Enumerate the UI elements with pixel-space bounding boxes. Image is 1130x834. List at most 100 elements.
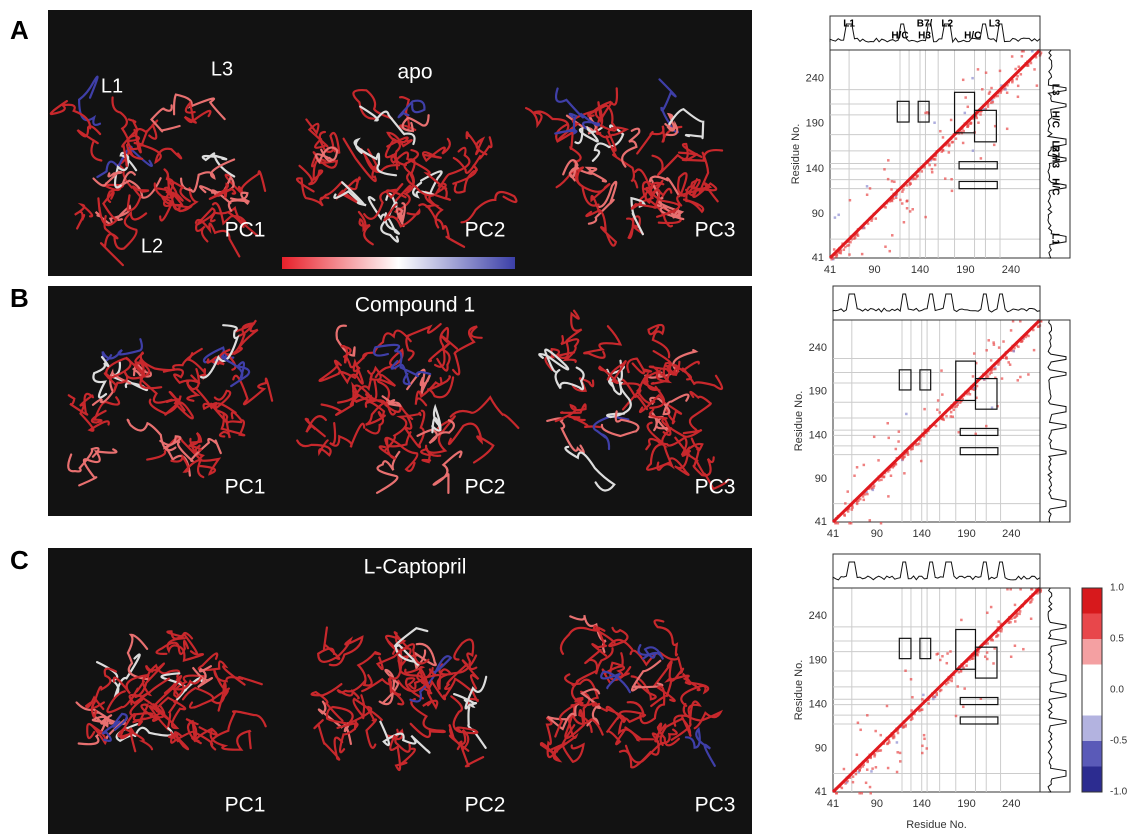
correlation-dot [855, 501, 859, 504]
correlation-dot [952, 408, 956, 412]
ribbon [121, 118, 139, 168]
x-tick-label: 190 [957, 798, 975, 810]
pc-label: PC1 [225, 794, 266, 817]
x-axis-label: Residue No. [906, 819, 967, 831]
ribbon [84, 695, 105, 718]
correlation-dot [896, 729, 899, 733]
ribbon [365, 392, 390, 426]
correlation-dot [882, 475, 886, 478]
ribbon [621, 127, 641, 168]
pc-label: PC3 [695, 794, 736, 817]
correlation-dot [990, 101, 993, 104]
ribbon [420, 447, 442, 464]
region-label: L3 [989, 19, 1001, 30]
ribbon [647, 323, 671, 359]
correlation-dot [896, 751, 899, 754]
correlation-dot [856, 234, 860, 237]
correlation-dot [904, 725, 907, 728]
correlation-dot [865, 490, 868, 494]
ribbon [352, 694, 371, 720]
ribbon [79, 394, 110, 432]
correlation-dot [979, 110, 982, 113]
colorbar-band [1082, 664, 1102, 691]
ribbon [209, 206, 245, 229]
ribbon [448, 724, 470, 752]
ribbon [192, 665, 213, 689]
correlation-dot [939, 658, 942, 662]
ribbon [422, 687, 439, 710]
ribbon [298, 158, 327, 186]
correlation-dot [994, 94, 998, 98]
correlation-dot [844, 245, 847, 249]
ribbon [450, 695, 479, 735]
protein-structure [525, 78, 724, 247]
region-label: L2 [941, 19, 953, 30]
region-label: H/C [964, 31, 981, 42]
correlation-dot [1039, 51, 1043, 54]
correlation-dot [986, 642, 989, 645]
correlation-dot [845, 781, 849, 784]
correlation-dot [1013, 603, 1017, 607]
colorbar-tick-label: 1.0 [1110, 583, 1124, 594]
correlation-dot [870, 219, 873, 222]
correlation-dot [992, 662, 995, 665]
correlation-dot [917, 442, 921, 445]
region-box [974, 646, 998, 679]
ribbon [449, 395, 520, 429]
correlation-dot [986, 105, 990, 108]
correlation-dot [849, 240, 852, 244]
ribbon [394, 149, 420, 202]
correlation-dot [902, 188, 905, 191]
ribbon [224, 358, 251, 388]
ribbon [580, 688, 601, 727]
correlation-dot [855, 502, 859, 506]
ribbon [296, 439, 332, 457]
correlation-dot [945, 414, 948, 418]
correlation-dot [960, 618, 963, 622]
correlation-dot [955, 405, 958, 408]
ribbon [668, 108, 705, 140]
correlation-dot [1013, 644, 1017, 647]
correlation-dot [979, 113, 982, 116]
panel-label: B [10, 283, 29, 313]
correlation-dot [901, 458, 904, 461]
correlation-dot [921, 698, 924, 701]
correlation-dot [941, 655, 944, 658]
ribbon [353, 137, 398, 177]
correlation-dot [906, 453, 910, 456]
correlation-dot [962, 705, 965, 709]
correlation-dot [911, 695, 914, 699]
x-tick-label: 140 [911, 264, 929, 276]
y-axis-label: Residue No. [793, 660, 805, 721]
ribbon [381, 395, 402, 408]
correlation-dot [987, 92, 991, 95]
correlation-dot [941, 393, 944, 396]
correlation-dot [877, 749, 881, 752]
ribbon [416, 668, 447, 701]
correlation-dot [871, 767, 874, 770]
ribbon [397, 99, 426, 119]
correlation-dot [977, 650, 980, 654]
correlation-dot [1034, 55, 1038, 59]
correlation-dot [935, 693, 939, 697]
correlation-dot [997, 346, 1001, 349]
x-tick-label: 240 [1002, 528, 1020, 540]
correlation-dot [961, 78, 965, 82]
ribbon [162, 368, 201, 385]
correlation-dot [893, 462, 897, 466]
correlation-dot [992, 143, 996, 147]
ribbon [213, 669, 263, 691]
correlation-dot [916, 174, 919, 178]
ribbon [112, 673, 171, 697]
correlation-dot [979, 697, 983, 700]
ribbon [90, 396, 121, 424]
ribbon [669, 445, 691, 476]
ribbon [682, 702, 724, 730]
ribbon [554, 112, 578, 135]
pc-label: PC2 [465, 219, 506, 242]
correlation-dot [925, 747, 929, 750]
ribbon [195, 207, 216, 243]
y-tick-label: 240 [809, 610, 827, 622]
region-box [919, 369, 932, 391]
correlation-dot [850, 508, 854, 511]
